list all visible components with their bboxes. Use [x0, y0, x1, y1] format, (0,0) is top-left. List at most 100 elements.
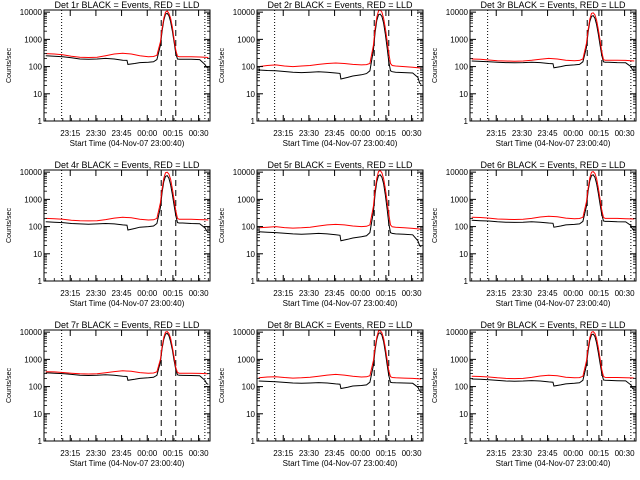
y-axis-label: Counts/sec	[219, 207, 226, 243]
x-tick-label: 00:30	[615, 129, 636, 138]
series-line-lld	[45, 331, 209, 375]
series-line-events	[258, 174, 422, 248]
series-line-lld	[471, 331, 635, 380]
x-tick-label: 23:15	[273, 449, 294, 458]
y-tick-label: 1000	[450, 35, 468, 44]
x-tick-label: 00:30	[402, 449, 423, 458]
x-tick-label: 00:30	[402, 129, 423, 138]
y-axis-label: Counts/sec	[219, 47, 226, 83]
y-tick-label: 1	[38, 117, 43, 126]
panel-title: Det 7r BLACK = Events, RED = LLD	[54, 320, 200, 330]
y-tick-label: 10000	[446, 8, 469, 17]
y-tick-label: 1000	[237, 355, 255, 364]
y-tick-label: 1000	[237, 195, 255, 204]
y-tick-label: 10	[246, 250, 255, 259]
y-tick-label: 100	[242, 63, 256, 72]
series-line-events	[45, 332, 209, 385]
x-axis-label: Start Time (04-Nov-07 23:00:40)	[283, 139, 398, 148]
y-tick-label: 100	[242, 383, 256, 392]
y-tick-label: 10	[459, 410, 468, 419]
x-tick-label: 23:30	[299, 449, 320, 458]
y-tick-label: 10000	[20, 168, 43, 177]
plot-frame	[43, 329, 211, 442]
series-line-lld	[258, 10, 422, 69]
x-tick-label: 23:45	[538, 449, 559, 458]
x-tick-label: 23:45	[112, 289, 133, 298]
panel-title: Det 2r BLACK = Events, RED = LLD	[267, 0, 413, 10]
panel-3: Det 3r BLACK = Events, RED = LLD 1 10 100 10…	[432, 0, 637, 148]
y-tick-label: 1	[464, 277, 469, 286]
y-tick-label: 100	[242, 223, 256, 232]
y-axis-label: Counts/sec	[219, 367, 226, 403]
series-line-events	[45, 174, 209, 233]
x-tick-label: 00:30	[189, 289, 210, 298]
panel-title: Det 6r BLACK = Events, RED = LLD	[480, 160, 626, 170]
x-axis-label: Start Time (04-Nov-07 23:00:40)	[496, 139, 611, 148]
y-tick-label: 1	[464, 117, 469, 126]
x-tick-label: 23:30	[86, 449, 107, 458]
series-line-lld	[258, 170, 422, 230]
y-tick-label: 1	[464, 437, 469, 446]
x-axis-label: Start Time (04-Nov-07 23:00:40)	[70, 459, 185, 468]
x-tick-label: 23:30	[86, 129, 107, 138]
y-tick-label: 10	[246, 90, 255, 99]
series-line-lld	[45, 171, 209, 222]
series-line-events	[471, 333, 635, 390]
panel-title: Det 3r BLACK = Events, RED = LLD	[480, 0, 626, 10]
y-tick-label: 10000	[20, 8, 43, 17]
x-tick-label: 23:45	[325, 129, 346, 138]
x-tick-label: 00:30	[189, 129, 210, 138]
series-line-lld	[471, 12, 635, 62]
plot-frame	[469, 169, 637, 282]
x-tick-label: 23:15	[273, 289, 294, 298]
x-tick-label: 23:45	[538, 289, 559, 298]
x-tick-label: 00:30	[189, 449, 210, 458]
panel-4: Det 4r BLACK = Events, RED = LLD 1 10 100 10…	[6, 160, 211, 308]
x-tick-label: 23:15	[486, 289, 507, 298]
y-tick-label: 1000	[24, 35, 42, 44]
panel-7: Det 7r BLACK = Events, RED = LLD 1 10 100 10…	[6, 320, 211, 468]
x-tick-label: 00:15	[163, 129, 184, 138]
x-tick-label: 23:45	[112, 449, 133, 458]
y-tick-label: 1	[251, 117, 256, 126]
y-axis-label: Counts/sec	[432, 47, 439, 83]
y-tick-label: 100	[455, 383, 469, 392]
x-tick-label: 23:45	[112, 129, 133, 138]
y-tick-label: 10000	[233, 8, 256, 17]
plot-frame	[469, 329, 637, 442]
x-axis-label: Start Time (04-Nov-07 23:00:40)	[70, 299, 185, 308]
x-tick-label: 23:30	[512, 129, 533, 138]
panel-2: Det 2r BLACK = Events, RED = LLD 1 10 100 10…	[219, 0, 424, 148]
plot-frame	[469, 9, 637, 122]
y-tick-label: 10000	[20, 328, 43, 337]
x-tick-label: 23:45	[538, 129, 559, 138]
panel-5: Det 5r BLACK = Events, RED = LLD 1 10 100 10…	[219, 160, 424, 308]
y-tick-label: 1	[38, 437, 43, 446]
y-tick-label: 10000	[233, 328, 256, 337]
x-tick-label: 00:00	[350, 449, 371, 458]
y-axis-label: Counts/sec	[432, 207, 439, 243]
y-tick-label: 10	[33, 410, 42, 419]
plot-frame	[43, 9, 211, 122]
x-tick-label: 00:15	[589, 449, 610, 458]
x-tick-label: 00:30	[615, 289, 636, 298]
y-axis-label: Counts/sec	[6, 47, 13, 83]
y-tick-label: 10000	[233, 168, 256, 177]
series-line-events	[258, 13, 422, 85]
series-line-lld	[471, 171, 635, 221]
plot-frame	[256, 169, 424, 282]
x-tick-label: 23:15	[273, 129, 294, 138]
x-tick-label: 00:15	[376, 289, 397, 298]
y-axis-label: Counts/sec	[6, 207, 13, 243]
x-tick-label: 23:15	[60, 289, 81, 298]
y-tick-label: 1000	[24, 355, 42, 364]
panel-title: Det 9r BLACK = Events, RED = LLD	[480, 320, 626, 330]
x-tick-label: 00:15	[589, 129, 610, 138]
y-tick-label: 1	[251, 437, 256, 446]
series-line-events	[45, 12, 209, 69]
x-tick-label: 00:00	[137, 129, 158, 138]
y-tick-label: 100	[29, 383, 43, 392]
x-tick-label: 23:30	[86, 289, 107, 298]
